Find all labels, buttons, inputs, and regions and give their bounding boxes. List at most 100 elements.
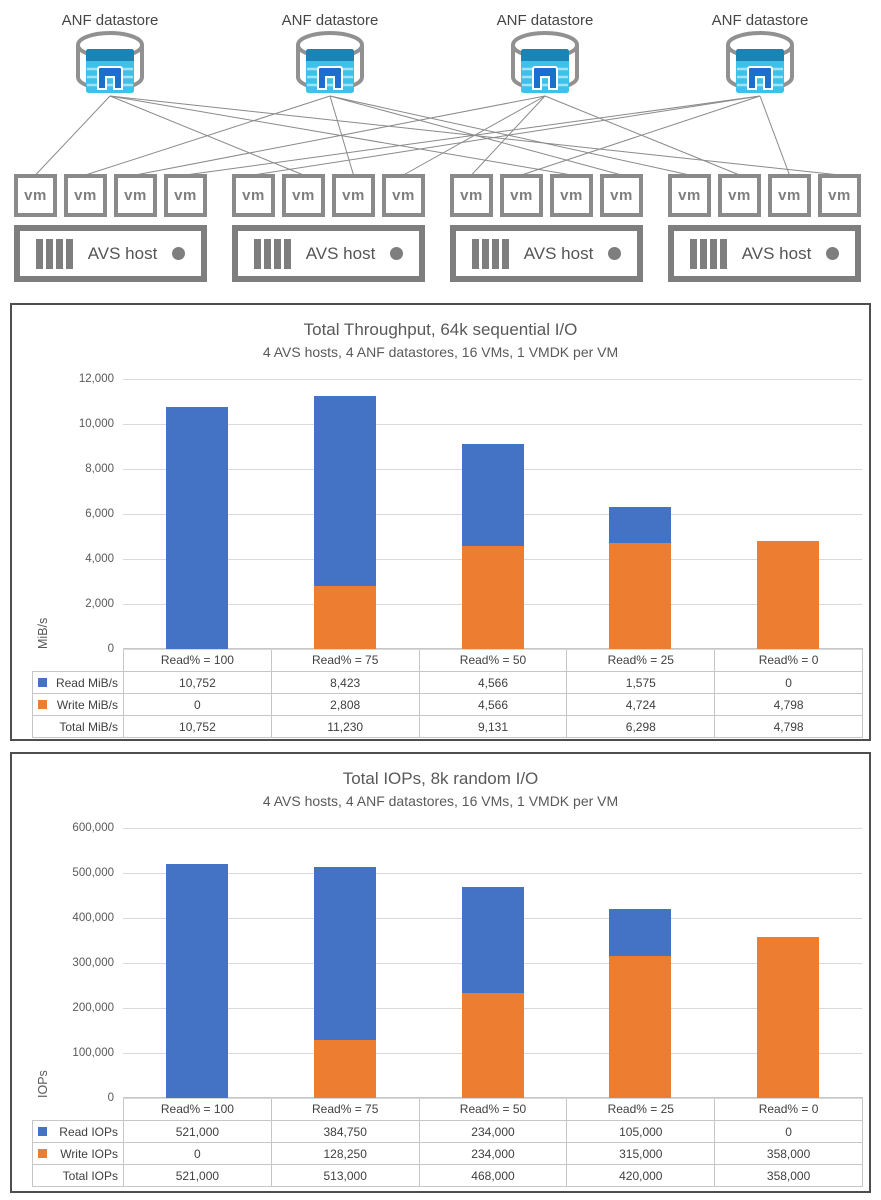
- data-table: Read% = 100 Read% = 75 Read% = 50 Read% = 2…: [32, 648, 863, 738]
- vm-box: vm: [332, 174, 375, 217]
- row-label-cell: Read MiB/s: [32, 671, 124, 694]
- stacked-bar: [757, 936, 820, 1098]
- architecture-diagram: ANF datastore ANF datastore ANF datastor…: [0, 0, 881, 296]
- chart-title: Total IOPs, 8k random I/O: [342, 769, 539, 788]
- vm-box: vm: [550, 174, 593, 217]
- table-header-cell: Read% = 25: [566, 648, 716, 672]
- table-value-cell: 0: [714, 1120, 863, 1143]
- status-dot-icon: [172, 247, 185, 260]
- y-tick-label: 0: [107, 1092, 114, 1104]
- table-header-cell: Read% = 75: [270, 1097, 420, 1121]
- stacked-bar: [609, 507, 672, 649]
- table-value-cell: 0: [123, 693, 272, 716]
- row-label: Total MiB/s: [34, 720, 123, 734]
- table-value-cell: 468,000: [418, 1164, 568, 1187]
- vm-label: vm: [678, 187, 701, 204]
- anf-datastore-icon: [511, 31, 579, 93]
- vm-box: vm: [64, 174, 107, 217]
- vm-box: vm: [768, 174, 811, 217]
- plot: 0 2,000 4,000 6,000 8,000 10,000 12,000: [79, 373, 862, 655]
- avs-host-label: AVS host: [523, 243, 594, 263]
- data-table: Read% = 100 Read% = 75 Read% = 50 Read% = 2…: [32, 1097, 863, 1187]
- avs-host-label: AVS host: [741, 243, 812, 263]
- anf-datastore-icon: [76, 31, 144, 93]
- vm-label: vm: [728, 187, 751, 204]
- vm-box: vm: [382, 174, 425, 217]
- table-value-cell: 4,724: [566, 693, 716, 716]
- table-value-cell: 358,000: [714, 1164, 863, 1187]
- connection-lines: [35, 95, 840, 176]
- server-bars-icon: [36, 238, 73, 269]
- vm-label: vm: [242, 187, 265, 204]
- table-value-cell: 1,575: [566, 671, 716, 694]
- bar-segment-read: [461, 443, 524, 547]
- stacked-bar: [757, 541, 820, 649]
- vm-label: vm: [342, 187, 365, 204]
- vm-label: vm: [610, 187, 633, 204]
- vm-box: vm: [232, 174, 275, 217]
- row-label: Read IOPs: [34, 1125, 123, 1139]
- table-header-cell: Read% = 100: [123, 648, 272, 672]
- vm-box: vm: [500, 174, 543, 217]
- gridline: [123, 379, 862, 380]
- table-header-cell: Read% = 0: [714, 1097, 863, 1121]
- table-value-cell: 8,423: [270, 671, 420, 694]
- vm-label: vm: [124, 187, 147, 204]
- bar-segment-write: [757, 541, 820, 649]
- bar-segment-write: [461, 546, 524, 649]
- vm-row: vm vm vm vm: [668, 174, 861, 217]
- chart-plot-area: MiB/s 0 2,000 4,000 6,000 8,000 10,000 12,000: [12, 373, 869, 655]
- y-tick-label: 200,000: [72, 1002, 114, 1014]
- vm-label: vm: [24, 187, 47, 204]
- vm-row: vm vm vm vm: [232, 174, 425, 217]
- anf-datastore: ANF datastore: [40, 12, 180, 102]
- vm-label: vm: [560, 187, 583, 204]
- table-row: Read IOPs 521,000 384,750 234,000 105,000 0: [32, 1120, 863, 1143]
- table-value-cell: 4,566: [418, 671, 568, 694]
- table-value-cell: 384,750: [270, 1120, 420, 1143]
- datastore-label: ANF datastore: [496, 12, 594, 29]
- table-value-cell: 11,230: [270, 715, 420, 738]
- y-tick-label: 0: [107, 643, 114, 655]
- table-value-cell: 358,000: [714, 1142, 863, 1165]
- bar-segment-write: [313, 1040, 376, 1098]
- row-label: Write MiB/s: [34, 698, 123, 712]
- y-axis-label: IOPs: [36, 1070, 50, 1098]
- gridline: [123, 1098, 862, 1099]
- avs-host-box: AVS host: [450, 225, 643, 282]
- table-value-cell: 315,000: [566, 1142, 716, 1165]
- table-header-cell: Read% = 50: [418, 648, 568, 672]
- y-tick-label: 500,000: [72, 867, 114, 879]
- table-value-cell: 105,000: [566, 1120, 716, 1143]
- datastore-label: ANF datastore: [61, 12, 159, 29]
- table-value-cell: 521,000: [123, 1120, 272, 1143]
- row-label-text: Total IOPs: [62, 1168, 118, 1183]
- table-value-cell: 521,000: [123, 1164, 272, 1187]
- bar-segment-read: [609, 507, 672, 543]
- table-value-cell: 2,808: [270, 693, 420, 716]
- row-label-text: Read MiB/s: [55, 675, 118, 690]
- table-value-cell: 6,298: [566, 715, 716, 738]
- legend-key-read: [38, 1127, 47, 1136]
- anf-datastore: ANF datastore: [260, 12, 400, 102]
- datastore-label: ANF datastore: [281, 12, 379, 29]
- row-label-cell: Total MiB/s: [32, 715, 124, 738]
- stacked-bar: [461, 443, 524, 649]
- status-dot-icon: [826, 247, 839, 260]
- table-value-cell: 0: [123, 1142, 272, 1165]
- table-value-cell: 4,566: [418, 693, 568, 716]
- datastore-label: ANF datastore: [711, 12, 809, 29]
- bar-segment-read: [461, 887, 524, 993]
- row-label-text: Write IOPs: [60, 1146, 118, 1161]
- table-row: Read MiB/s 10,752 8,423 4,566 1,575 0: [32, 671, 863, 694]
- y-tick-label: 6,000: [85, 508, 114, 520]
- vm-row: vm vm vm vm: [14, 174, 207, 217]
- gridline: [123, 424, 862, 425]
- vm-label: vm: [174, 187, 197, 204]
- vm-box: vm: [14, 174, 57, 217]
- row-label: Total IOPs: [34, 1168, 123, 1183]
- avs-host-box: AVS host: [14, 225, 207, 282]
- y-tick-label: 100,000: [72, 1047, 114, 1059]
- table-value-cell: 4,798: [714, 693, 863, 716]
- row-label: Write IOPs: [34, 1146, 123, 1161]
